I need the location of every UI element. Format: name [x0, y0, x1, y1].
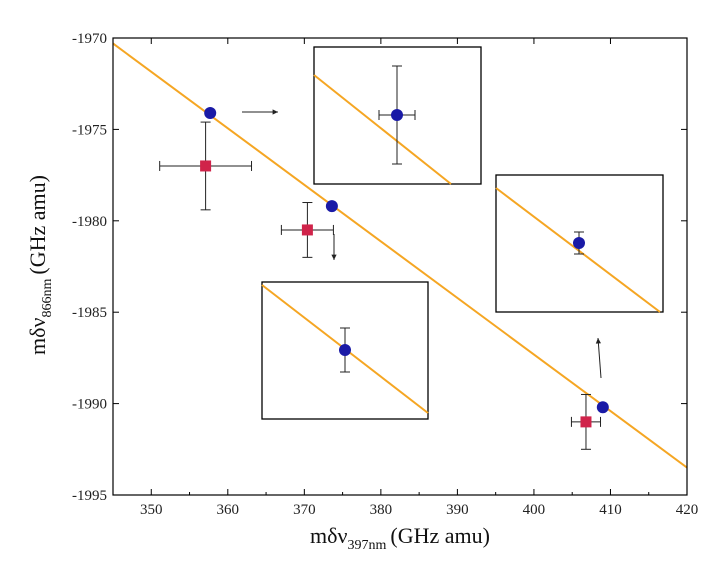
plot-frame: [112, 37, 688, 496]
data-point-square: [301, 224, 313, 236]
data-point-square: [580, 416, 592, 428]
inset-layer: [261, 46, 664, 420]
y-tick-label: -1995: [72, 488, 107, 504]
x-tick-label: 400: [523, 502, 546, 518]
data-point-circle: [204, 106, 217, 119]
x-tick-label: 350: [140, 502, 163, 518]
y-tick-label: -1975: [72, 122, 107, 138]
inset: [261, 281, 429, 420]
data-point-square: [200, 160, 212, 172]
y-tick-label: -1980: [72, 214, 107, 230]
arrow-head: [331, 254, 337, 260]
tick-layer: 350 360 370 380 390 400 410 420 -1970 -1975 -1980 -…: [72, 31, 698, 518]
inset-fit-line: [495, 187, 661, 313]
y-tick-label: -1970: [72, 31, 107, 47]
x-tick-label: 380: [370, 502, 393, 518]
x-tick-label: 370: [293, 502, 316, 518]
data-point-circle: [325, 200, 338, 213]
x-axis-label: mδν397nm (GHz amu): [310, 523, 490, 553]
inset: [495, 174, 664, 313]
x-axis-label-main: mδν: [310, 523, 347, 548]
inset-data-point: [339, 344, 351, 356]
data-point-circle: [596, 401, 609, 414]
y-tick-label: -1985: [72, 305, 107, 321]
y-tick-label: -1990: [72, 397, 107, 413]
x-axis-label-sub: 397nm: [347, 538, 386, 553]
x-tick-label: 390: [446, 502, 469, 518]
inset-fit-line: [313, 74, 452, 185]
arrow-head: [272, 109, 278, 115]
arrow-shaft: [597, 337, 602, 379]
arrow-layer: [242, 109, 602, 379]
x-tick-label: 410: [599, 502, 622, 518]
inset-frame: [261, 281, 429, 420]
x-tick-label: 420: [676, 502, 699, 518]
data-point-layer: [200, 106, 609, 428]
inset-data-point: [391, 109, 403, 121]
x-axis-label-unit: (GHz amu): [390, 523, 490, 548]
inset: [313, 46, 482, 185]
inset-data-point: [573, 237, 585, 249]
y-axis-label-main: mδν: [25, 317, 50, 354]
x-tick-label: 360: [217, 502, 240, 518]
arrow-head: [595, 338, 602, 344]
y-axis-label-unit: (GHz amu): [25, 175, 50, 275]
y-axis-label-sub: 866nm: [40, 279, 55, 318]
y-axis-label: mδν866nm (GHz amu): [25, 175, 55, 355]
